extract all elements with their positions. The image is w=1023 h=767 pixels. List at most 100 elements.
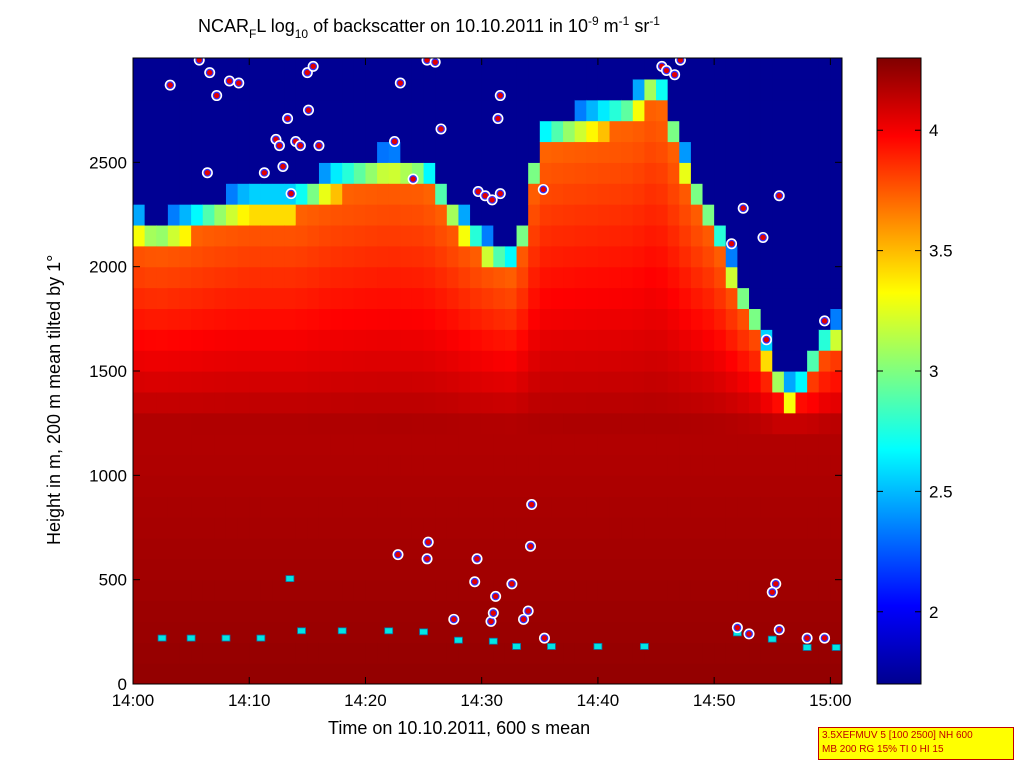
heatmap-cell xyxy=(470,371,483,393)
heatmap-cell xyxy=(202,558,215,581)
heatmap-cell xyxy=(295,475,308,497)
heatmap-cell xyxy=(179,475,192,497)
heatmap-cell xyxy=(609,204,622,226)
heatmap-cell xyxy=(783,162,797,184)
heatmap-cell xyxy=(342,579,355,602)
heatmap-cell xyxy=(830,204,842,226)
aerosol-marker xyxy=(424,538,433,547)
heatmap-cell xyxy=(481,433,494,456)
heatmap-cell xyxy=(516,517,529,539)
heatmap-cell xyxy=(156,162,169,184)
heatmap-cell xyxy=(225,308,239,330)
cloud-base-marker xyxy=(285,575,295,583)
heatmap-cell xyxy=(656,537,669,560)
heatmap-cell xyxy=(783,454,797,476)
cloud-base-marker xyxy=(157,634,167,642)
heatmap-cell xyxy=(783,663,797,684)
heatmap-cell xyxy=(411,99,425,122)
heatmap-cell xyxy=(202,663,215,684)
heatmap-cell xyxy=(528,558,541,581)
heatmap-cell xyxy=(400,642,413,664)
heatmap-cell xyxy=(458,517,471,539)
heatmap-cell xyxy=(818,517,831,539)
heatmap-cell xyxy=(307,350,320,372)
heatmap-cell xyxy=(679,99,692,122)
heatmap-cell xyxy=(749,99,762,122)
heatmap-cell xyxy=(690,663,704,684)
heatmap-cell xyxy=(586,308,599,330)
heatmap-cell xyxy=(504,600,518,622)
heatmap-cell xyxy=(516,224,529,247)
heatmap-cell xyxy=(807,371,820,393)
heatmap-cell xyxy=(423,287,436,309)
heatmap-cell xyxy=(760,287,773,309)
heatmap-cell xyxy=(725,371,738,393)
heatmap-cell xyxy=(260,120,274,143)
heatmap-cell xyxy=(609,579,622,602)
heatmap-cell xyxy=(295,371,308,393)
heatmap-cell xyxy=(737,58,750,80)
heatmap-cell xyxy=(167,391,181,414)
heatmap-cell xyxy=(656,183,669,205)
heatmap-cell xyxy=(714,433,727,456)
heatmap-cell xyxy=(621,496,634,518)
heatmap-cell xyxy=(621,517,634,539)
heatmap-cell xyxy=(202,475,215,497)
heatmap-cell xyxy=(365,454,378,476)
heatmap-cell xyxy=(411,621,425,643)
heatmap-cell xyxy=(644,371,657,393)
heatmap-cell xyxy=(539,99,553,122)
heatmap-cell xyxy=(144,391,157,414)
heatmap-cell xyxy=(714,558,727,581)
aerosol-marker xyxy=(212,91,221,100)
heatmap-cell xyxy=(144,99,157,122)
heatmap-cell xyxy=(307,663,320,684)
aerosol-marker xyxy=(491,592,500,601)
heatmap-cell xyxy=(586,99,599,122)
heatmap-cell xyxy=(632,78,646,101)
heatmap-cell xyxy=(214,537,227,560)
heatmap-cell xyxy=(458,642,471,664)
heatmap-cell xyxy=(237,517,250,539)
heatmap-cell xyxy=(470,663,483,684)
heatmap-cell xyxy=(539,141,553,163)
heatmap-cell xyxy=(504,224,518,247)
heatmap-cell xyxy=(621,621,634,643)
heatmap-cell xyxy=(342,391,355,414)
heatmap-cell xyxy=(202,245,215,268)
heatmap-cell xyxy=(597,308,611,330)
heatmap-cell xyxy=(458,371,471,393)
heatmap-cell xyxy=(690,204,704,226)
heatmap-cell xyxy=(388,517,401,539)
heatmap-cell xyxy=(167,99,181,122)
heatmap-cell xyxy=(156,266,169,289)
heatmap-cell xyxy=(237,183,250,205)
aerosol-marker xyxy=(195,58,204,64)
heatmap-cell xyxy=(167,371,181,393)
heatmap-cell xyxy=(272,433,285,456)
heatmap-cell xyxy=(307,224,320,247)
heatmap-cell xyxy=(528,141,541,163)
chart-title: NCARFL log10 of backscatter on 10.10.201… xyxy=(198,14,660,41)
heatmap-cell xyxy=(353,537,367,560)
heatmap-cell xyxy=(783,120,797,143)
heatmap-cell xyxy=(435,537,448,560)
heatmap-cell xyxy=(644,120,657,143)
heatmap-cell xyxy=(528,78,541,101)
heatmap-cell xyxy=(191,558,204,581)
heatmap-cell xyxy=(191,224,204,247)
heatmap-cell xyxy=(725,433,738,456)
heatmap-cell xyxy=(656,99,669,122)
aerosol-marker xyxy=(474,187,483,196)
heatmap-cell xyxy=(330,350,343,372)
heatmap-cell xyxy=(702,141,715,163)
heatmap-cell xyxy=(574,350,587,372)
heatmap-cell xyxy=(156,496,169,518)
heatmap-cell xyxy=(307,245,320,268)
heatmap-cell xyxy=(435,99,448,122)
heatmap-cell xyxy=(644,663,657,684)
y-tick-label: 2000 xyxy=(89,258,127,277)
heatmap-cell xyxy=(690,558,704,581)
heatmap-cell xyxy=(737,663,750,684)
heatmap-cell xyxy=(551,600,564,622)
